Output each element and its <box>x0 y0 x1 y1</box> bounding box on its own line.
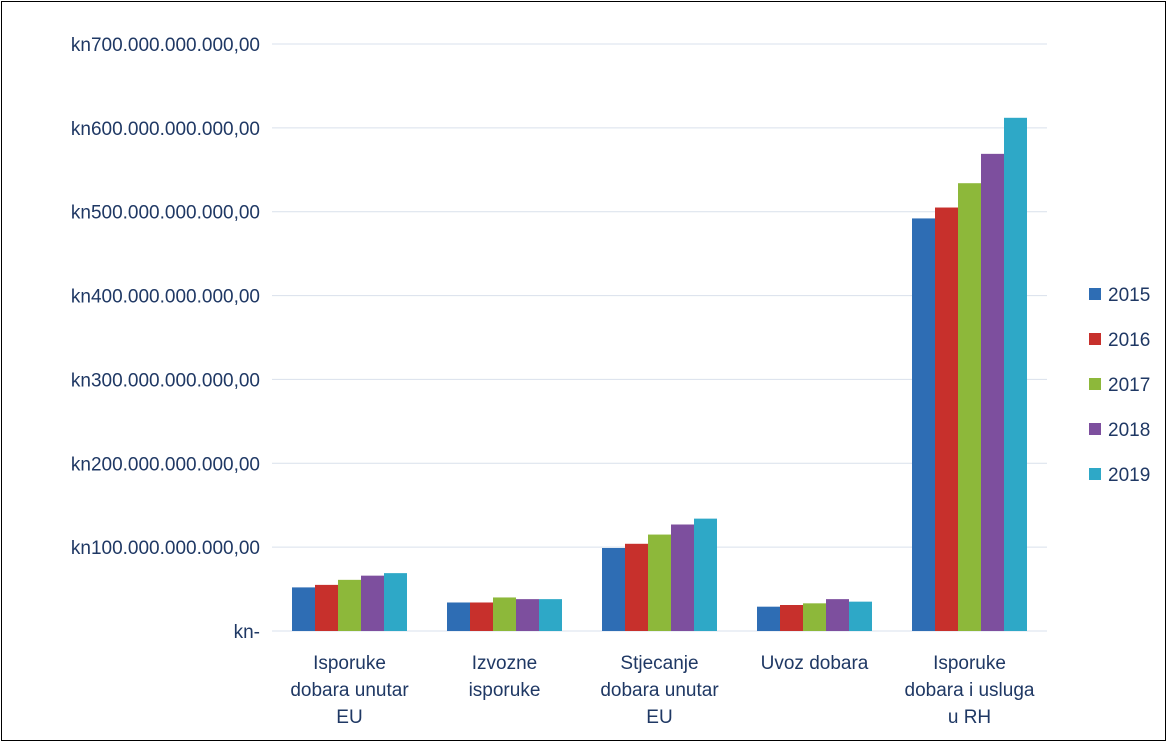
y-tick-label: kn400.000.000.000,00 <box>71 287 260 308</box>
y-tick-label: kn200.000.000.000,00 <box>71 454 260 475</box>
y-tick-label: kn100.000.000.000,00 <box>71 538 260 559</box>
x-category-label-line: isporuke <box>469 680 541 701</box>
legend-swatch-2016 <box>1089 333 1101 345</box>
gridlines <box>272 43 1047 632</box>
x-category-label-line: Isporuke <box>313 653 386 674</box>
bar-2017-1 <box>493 597 516 631</box>
bar-2018-1 <box>516 599 539 631</box>
bar-2016-2 <box>625 543 648 631</box>
bar-2015-1 <box>447 602 470 631</box>
bar-2016-3 <box>780 605 803 631</box>
x-category-label-line: dobara unutar <box>290 680 409 701</box>
bar-2016-1 <box>470 602 493 631</box>
bar-2017-2 <box>648 534 671 631</box>
bar-2017-3 <box>803 603 826 631</box>
bar-2018-4 <box>981 153 1004 632</box>
y-tick-label: kn700.000.000.000,00 <box>71 35 260 56</box>
x-category-label-line: Stjecanje <box>620 653 698 674</box>
legend-label: 2016 <box>1108 330 1150 351</box>
x-category-label-line: Uvoz dobara <box>761 653 869 674</box>
legend-label: 2015 <box>1108 285 1150 306</box>
bar-2015-3 <box>757 606 780 631</box>
bar-2017-4 <box>958 183 981 631</box>
legend-swatch-2017 <box>1089 378 1101 390</box>
bar-2017-0 <box>338 579 361 631</box>
legend-label: 2018 <box>1108 420 1150 441</box>
bar-2019-2 <box>694 518 717 631</box>
y-tick-label: kn300.000.000.000,00 <box>71 370 260 391</box>
legend-label: 2019 <box>1108 465 1150 486</box>
bar-2018-2 <box>671 524 694 631</box>
x-category-label-line: Isporuke <box>933 653 1006 674</box>
x-category-label: Stjecanje dobara unutar EU <box>600 653 719 728</box>
x-category-label-line: dobara unutar <box>600 680 719 701</box>
x-category-label-line: u RH <box>948 707 991 728</box>
y-tick-label: kn600.000.000.000,00 <box>71 119 260 140</box>
legend: 2015 2016 2017 2018 2019 <box>1089 285 1150 486</box>
legend-swatch-2015 <box>1089 288 1101 300</box>
y-tick-label: kn- <box>234 622 260 643</box>
legend-swatch-2019 <box>1089 468 1101 480</box>
bar-2019-4 <box>1004 117 1027 631</box>
legend-swatch-2018 <box>1089 423 1101 435</box>
x-category-label: Uvoz dobara <box>761 653 869 674</box>
x-category-label: Isporuke dobara i usluga u RH <box>905 653 1035 728</box>
legend-label: 2017 <box>1108 375 1150 396</box>
x-category-label: Isporuke dobara unutar EU <box>290 653 409 728</box>
y-tick-label: kn500.000.000.000,00 <box>71 203 260 224</box>
bar-2019-1 <box>539 599 562 631</box>
x-category-label-line: EU <box>336 707 362 728</box>
bar-2016-4 <box>935 207 958 631</box>
bar-2018-3 <box>826 599 849 631</box>
bar-2019-3 <box>849 601 872 631</box>
bars <box>292 117 1027 632</box>
bar-2018-0 <box>361 575 384 631</box>
bar-2016-0 <box>315 584 338 631</box>
x-category-label-line: dobara i usluga <box>905 680 1035 701</box>
x-axis-category-labels: Isporuke dobara unutar EU Izvozne isporuke St… <box>290 653 1035 728</box>
bar-2015-0 <box>292 587 315 631</box>
x-category-label-line: EU <box>646 707 672 728</box>
bar-2019-0 <box>384 573 407 631</box>
y-axis-tick-labels: kn-kn100.000.000.000,00 kn200.000.000.000… <box>71 35 260 643</box>
x-category-label-line: Izvozne <box>472 653 537 674</box>
bar-2015-2 <box>602 547 625 631</box>
x-category-label: Izvozne isporuke <box>469 653 541 701</box>
bar-2015-4 <box>912 218 935 631</box>
